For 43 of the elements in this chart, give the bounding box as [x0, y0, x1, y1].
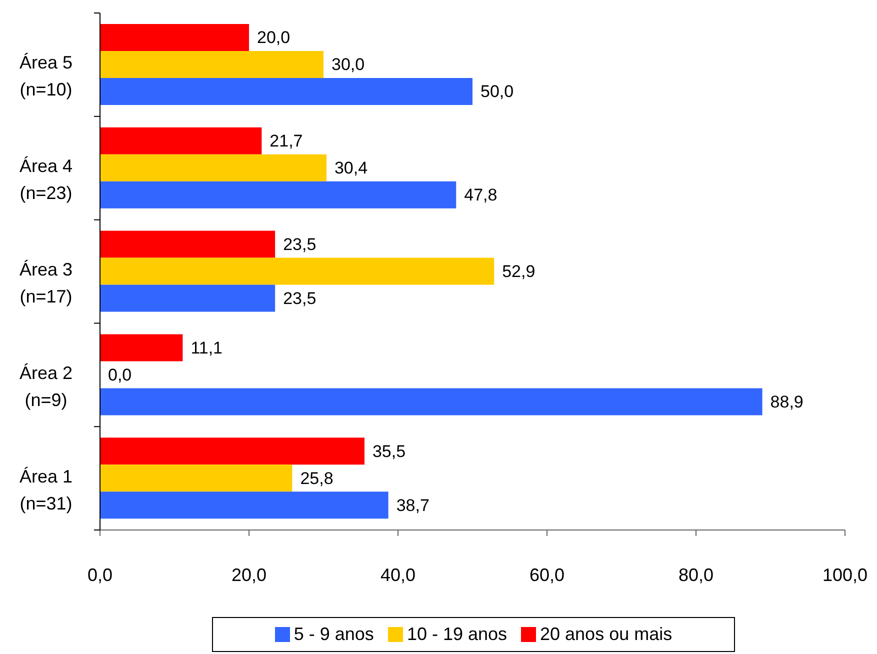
data-label: 0,0: [108, 365, 132, 384]
x-tick-label: 80,0: [678, 564, 714, 585]
x-tick-label: 20,0: [231, 564, 267, 585]
bar: [100, 230, 276, 258]
bar: [100, 492, 388, 519]
bar: [100, 51, 324, 78]
bar: [100, 438, 364, 465]
data-label: 30,0: [332, 55, 365, 74]
x-tick-label: 60,0: [529, 564, 565, 585]
bar: [100, 284, 276, 312]
bar: [100, 24, 249, 51]
y-tick-label: Área 3 (n=17): [19, 260, 73, 306]
data-label: 23,5: [283, 235, 316, 254]
data-label: 11,1: [190, 338, 223, 358]
data-label: 30,4: [334, 158, 368, 178]
legend-label: 10 - 19 anos: [406, 624, 508, 645]
data-label: 21,7: [270, 132, 303, 151]
bar: [100, 258, 494, 285]
legend-label: 20 anos ou mais: [540, 624, 672, 645]
y-tick-label: Área 4 (n=23): [19, 156, 73, 204]
x-tick-label: 0,0: [87, 564, 113, 585]
bar: [100, 334, 183, 362]
y-tick-label: Área 2 (n=9): [19, 362, 73, 410]
bar: [100, 78, 472, 105]
data-label: 25,8: [300, 468, 334, 488]
data-label: 38,7: [396, 496, 430, 515]
legend-label: 5 - 9 anos: [294, 624, 374, 645]
data-label: 23,5: [283, 289, 316, 308]
bar: [100, 154, 326, 182]
data-label: 50,0: [480, 82, 514, 102]
data-label: 20,0: [257, 28, 290, 48]
x-tick-label: 40,0: [380, 564, 416, 585]
data-label: 52,9: [502, 262, 536, 281]
y-tick-label: Área 5 (n=10): [19, 52, 73, 100]
data-label: 88,9: [770, 392, 804, 412]
x-tick-label: 100,0: [822, 564, 868, 585]
bar: [100, 388, 762, 416]
data-label: 35,5: [372, 442, 406, 461]
data-label: 47,8: [464, 186, 498, 205]
y-tick-label: Área 1 (n=31): [19, 466, 73, 514]
bar: [100, 181, 456, 208]
bar: [100, 464, 292, 492]
bar: [100, 127, 262, 154]
